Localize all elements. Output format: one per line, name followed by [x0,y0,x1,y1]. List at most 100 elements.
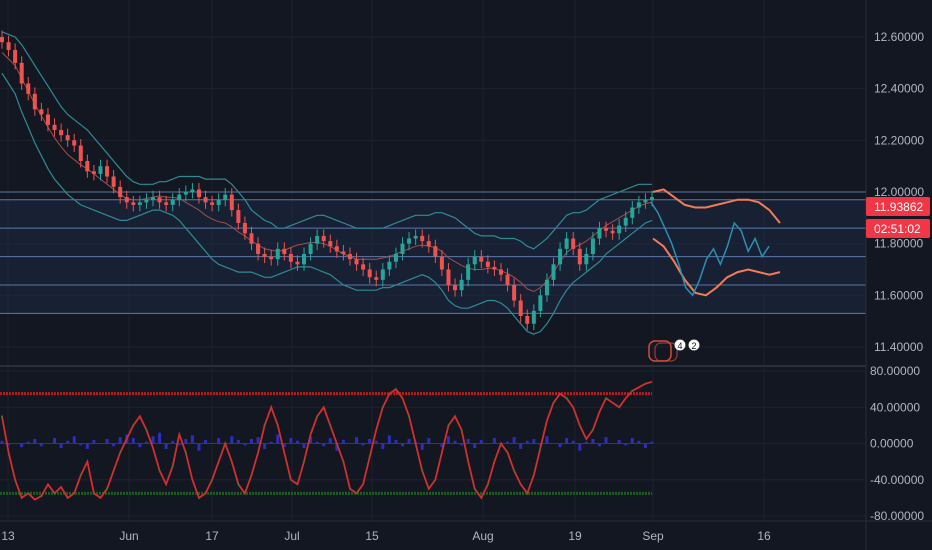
oscillator-dot [447,424,450,427]
candle-body [65,135,70,141]
oscillator-dot [184,451,187,454]
oscillator-dot [263,424,266,427]
candle-body [387,261,392,270]
event-markers[interactable]: 4 2 [648,339,700,362]
support-resistance-zones [0,191,866,314]
candle-body [328,241,333,247]
candle-body [459,279,464,291]
stacked-news-icon-back [654,342,678,362]
candle-body [551,264,556,280]
candle-body [420,235,425,242]
oscillator-dot [618,406,621,409]
oscillator-dot [381,406,384,409]
countdown-label: 02:51:02 [874,222,921,236]
candle-body [137,202,142,205]
candle-body [151,197,156,200]
time-tick-label: 17 [205,529,219,543]
price-tags: 11.93862 02:51:02 [866,197,930,238]
price-axis[interactable]: 12.60000 12.40000 12.20000 12.00000 11.80000… [874,30,924,354]
candle-body [118,186,123,198]
oscillator-dot [145,428,148,431]
oscillator-dot [171,465,174,468]
oscillator-axis[interactable]: 80.00000 40.00000 0.00000 -40.00000 -80.0000… [870,364,924,523]
oscillator-dot [355,492,358,495]
candle-body [105,166,110,177]
time-tick-label: 15 [365,529,379,543]
candle-body [39,109,44,115]
candle-body [19,62,24,84]
oscillator-dot [53,492,56,495]
price-tick-label: 12.40000 [874,82,924,96]
candle-body [571,238,576,249]
candle-body [636,202,641,208]
candle-body [498,269,503,275]
oscillator-dot [66,496,69,499]
oscillator-dot [250,474,253,477]
price-tick-label: 11.40000 [874,340,923,354]
candle-body [479,256,484,262]
stacked-news-icon[interactable] [648,340,672,362]
candle-body [144,199,149,203]
oscillator-dot [605,397,608,400]
event-badge-2-label: 2 [691,341,696,351]
candle-body [426,241,431,247]
time-tick-label: Aug [472,529,493,543]
oscillator-dot [644,382,647,385]
oscillator-dot [631,389,634,392]
candle-body [531,310,536,324]
oscillator-dot [40,495,43,498]
bollinger-upper [1,31,652,250]
time-axis[interactable]: 13 Jun 17 Jul 15 Aug 19 Sep 16 [1,529,771,543]
oscillator-dot [316,415,319,418]
candle-body [347,254,352,260]
event-badge-4[interactable] [674,339,686,351]
candle-body [518,300,523,316]
time-tick-label: 13 [1,529,15,543]
candlesticks [0,30,654,331]
event-badge-2[interactable] [688,339,700,351]
oscillator-dot [211,478,214,481]
candle-body [302,254,307,265]
candle-body [577,248,582,265]
forecast-lower [652,237,781,297]
candle-body [249,233,254,244]
event-badge-4-label: 4 [677,341,682,351]
oscillator-dot [276,424,279,427]
candle-body [288,254,293,262]
candle-body [282,248,287,254]
oscillator-dot [408,415,411,418]
candle-body [275,248,280,260]
price-tick-label: 11.60000 [874,288,923,302]
candle-body [374,277,379,280]
oscillator-dot [368,456,371,459]
candle-body [584,254,589,265]
candle-body [210,202,215,205]
oscillator-dot [591,428,594,431]
candle-body [111,176,116,187]
candle-body [32,93,37,110]
candle-body [407,238,412,244]
candle-body [544,279,549,296]
candle-body [472,256,477,265]
candle-body [617,225,622,234]
candle-body [131,202,136,205]
candle-body [6,42,11,50]
candle-body [393,254,398,262]
forecast-upper [652,188,781,224]
candle-body [610,230,615,234]
candle-body [203,197,208,203]
countdown-tag [866,219,930,238]
oscillator-dot [499,442,502,445]
oscillator-tick-label: 80.00000 [870,364,920,378]
oscillator-dot [79,474,82,477]
candle-body [361,264,366,270]
candle-body [400,243,405,254]
candle-body [597,228,602,239]
oscillator-dot [565,397,568,400]
price-tick-label: 11.80000 [874,237,923,251]
candle-body [485,261,490,267]
candle-body [446,269,451,285]
candle-body [439,256,444,270]
price-tick-label: 12.20000 [874,133,924,147]
